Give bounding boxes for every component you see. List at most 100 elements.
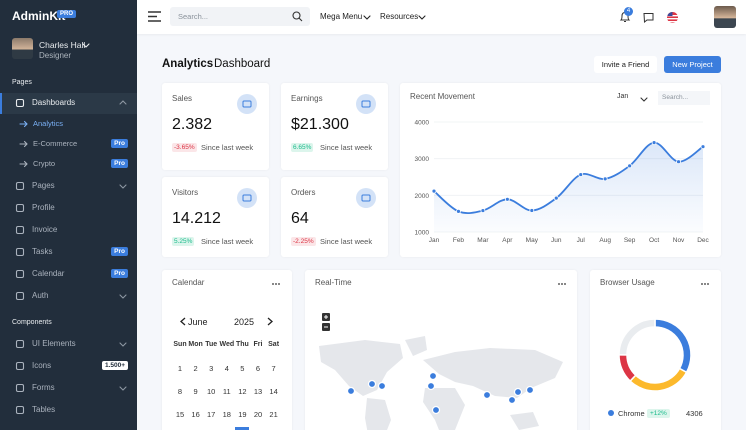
x-tick-label: Dec	[697, 237, 709, 244]
day[interactable]: 11	[222, 387, 231, 396]
day[interactable]: 10	[207, 387, 216, 396]
stat-card: Sales 2.382 -3.65% Since last week	[162, 83, 269, 170]
day[interactable]: 21	[269, 410, 278, 419]
navbar: Search... Mega Menu Resources 4	[137, 0, 746, 34]
x-tick-label: Jan	[429, 237, 440, 244]
menu-item[interactable]: Pages	[32, 181, 55, 190]
chevron	[180, 317, 186, 326]
day[interactable]: 12	[238, 387, 247, 396]
bubble	[643, 13, 654, 23]
menu-item[interactable]: Calendar	[32, 269, 65, 278]
point	[602, 176, 608, 182]
day[interactable]: 14	[269, 387, 278, 396]
nav-menu[interactable]: Mega Menu	[320, 12, 363, 21]
glyph	[15, 181, 25, 191]
glyph	[15, 405, 25, 415]
area	[434, 142, 703, 232]
day[interactable]: 8	[177, 387, 183, 396]
zoom-icon	[324, 326, 328, 328]
day[interactable]: 1	[177, 364, 183, 373]
selected-day	[235, 427, 250, 430]
stat-value: 14.212	[172, 210, 221, 227]
legend-name: Chrome	[618, 409, 645, 418]
submenu-item[interactable]: Crypto	[33, 159, 56, 168]
day[interactable]: 15	[175, 410, 185, 419]
stat-title: Sales	[172, 94, 193, 103]
day[interactable]: 18	[222, 410, 231, 419]
browser-usage-card: Browser Usage Chrome +12% 4306	[590, 270, 721, 430]
day[interactable]: 16	[191, 410, 200, 419]
zoom-button[interactable]	[322, 313, 330, 321]
stat-icon	[361, 100, 371, 108]
menu-item[interactable]: Icons	[32, 361, 52, 370]
map-marker	[426, 381, 436, 391]
menu-item[interactable]: Invoice	[32, 225, 58, 234]
icon	[19, 120, 28, 128]
new-project-button[interactable]: New Project	[664, 56, 721, 73]
icon	[701, 283, 709, 285]
icon	[119, 342, 127, 347]
user-avatar	[12, 38, 33, 59]
menu-item[interactable]: Tables	[32, 405, 56, 414]
icon	[119, 100, 127, 105]
y-tick-label: 2000	[415, 193, 430, 200]
day[interactable]: 9	[193, 387, 198, 396]
weekday: Sun	[173, 341, 187, 348]
arrow	[19, 140, 28, 148]
invite-button[interactable]: Invite a Friend	[594, 56, 657, 73]
submenu-item[interactable]: Analytics	[33, 119, 64, 128]
recent-movement-card: Recent Movement Jan Search... 1000 2000 3000 4…	[400, 83, 721, 257]
browser-title: Browser Usage	[600, 278, 655, 287]
chevron	[640, 97, 648, 102]
search-icon	[292, 11, 303, 22]
menu-item[interactable]: Auth	[32, 291, 49, 300]
y-tick-label: 3000	[415, 156, 430, 163]
menu-item[interactable]: UI Elements	[32, 339, 76, 348]
day[interactable]: 5	[240, 364, 245, 373]
menu-item[interactable]: Profile	[32, 203, 55, 212]
nav-menu[interactable]: Resources	[380, 12, 419, 21]
weekday: Mon	[188, 341, 203, 348]
menu-item[interactable]: Dashboards	[32, 98, 76, 107]
x-tick-label: Nov	[673, 237, 685, 244]
day[interactable]: 3	[209, 364, 214, 373]
prev-month	[180, 317, 186, 326]
day[interactable]: 6	[255, 364, 261, 373]
y-tick-label: 4000	[415, 120, 430, 127]
legend-value: 4306	[686, 409, 703, 418]
glyph	[15, 383, 25, 393]
stat-icon-bg	[356, 94, 376, 114]
submenu-item[interactable]: E-Commerce	[33, 139, 78, 148]
menu-badge: Pro	[111, 139, 128, 148]
hamburger	[148, 11, 161, 22]
point	[651, 140, 657, 146]
chart-search[interactable]: Search...	[658, 91, 710, 105]
menu-item[interactable]: Forms	[32, 383, 55, 392]
stat-icon	[242, 194, 252, 202]
doughnut-chart	[608, 318, 692, 416]
stripe	[667, 21, 678, 23]
notification-badge[interactable]: 4	[624, 7, 633, 16]
search-box[interactable]: Search...	[170, 7, 310, 26]
day[interactable]: 4	[224, 364, 229, 373]
stat-title: Visitors	[172, 188, 199, 197]
day[interactable]: 17	[207, 410, 216, 419]
day[interactable]: 13	[253, 387, 263, 396]
arrow	[19, 160, 28, 168]
stat-icon	[361, 194, 371, 202]
nav-avatar[interactable]	[714, 6, 736, 28]
x-tick-label: Jun	[551, 237, 562, 244]
map-marker	[431, 405, 441, 415]
day[interactable]: 19	[238, 410, 247, 419]
dot	[704, 283, 706, 285]
zoom-button[interactable]	[322, 323, 330, 331]
sidebar: AdminKit PRO Charles Hall Designer Pages Dash…	[0, 0, 137, 430]
day[interactable]: 2	[193, 364, 198, 373]
day[interactable]: 7	[271, 364, 276, 373]
canton	[667, 12, 673, 16]
user-name[interactable]: Charles Hall	[39, 40, 86, 50]
filter-select[interactable]: Jan	[617, 93, 629, 100]
day[interactable]: 20	[253, 410, 263, 419]
stat-title: Earnings	[291, 94, 323, 103]
menu-item[interactable]: Tasks	[32, 247, 53, 256]
